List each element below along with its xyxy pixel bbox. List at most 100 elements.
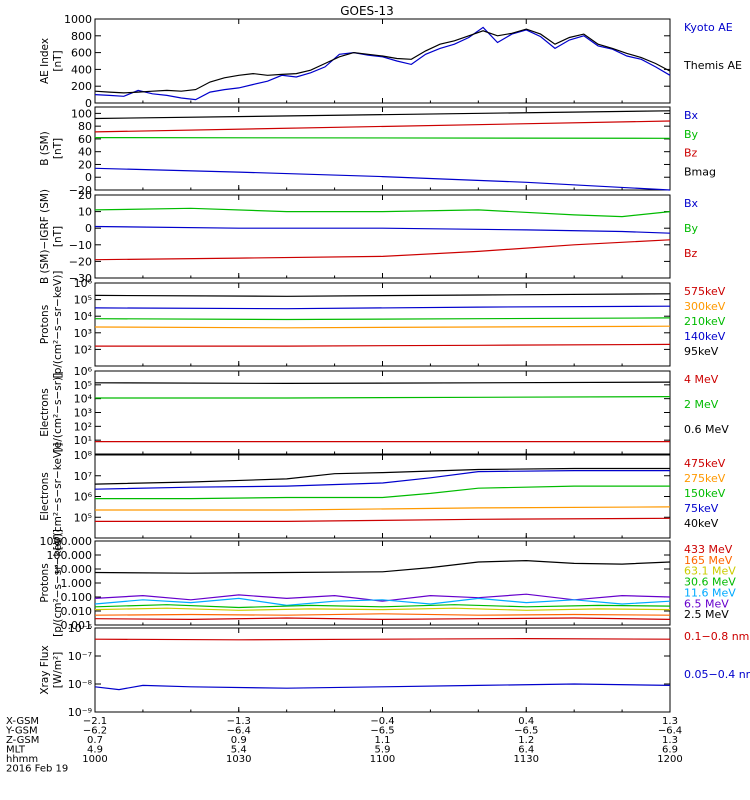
- y-axis-label: Protons: [39, 305, 51, 344]
- ephemeris-value: 0.9: [231, 735, 247, 746]
- ephemeris-value: −6.4: [227, 726, 251, 737]
- figure-title: GOES-13: [340, 4, 394, 18]
- legend-entry-300kev: 300keV: [684, 300, 726, 313]
- y-tick-label: −20: [69, 184, 92, 197]
- y-tick-label: 10⁶: [74, 491, 93, 504]
- ephemeris-value: 4.9: [87, 745, 103, 756]
- y-tick-label: 10²: [74, 343, 92, 356]
- ephemeris-value: 6.9: [662, 745, 678, 756]
- series-line-475kev: [95, 517, 671, 523]
- legend-entry-2-5-mev: 2.5 MeV: [684, 608, 729, 621]
- series-line-300kev: [94, 325, 671, 329]
- y-tick-label: 10⁷: [74, 470, 92, 483]
- y-tick-label: 600: [71, 47, 92, 60]
- ephemeris-row-label: hhmm: [6, 754, 38, 765]
- legend-entry-210kev: 210keV: [684, 315, 726, 328]
- series-line-bx: [94, 225, 671, 234]
- legend-entry-575kev: 575keV: [684, 285, 726, 298]
- y-tick-label: 0: [85, 171, 92, 184]
- series-line-165-mev: [94, 613, 671, 616]
- legend-entry-kyoto-ae: Kyoto AE: [684, 21, 733, 34]
- y-tick-label: 10²: [74, 420, 92, 433]
- ephemeris-row-label: Z-GSM: [6, 735, 39, 746]
- legend-entry-0-6-mev: 0.6 MeV: [684, 423, 729, 436]
- y-tick-label: 10⁵: [74, 511, 92, 524]
- legend-entry-30-6-mev: 30.6 MeV: [684, 576, 736, 589]
- legend-entry-275kev: 275keV: [684, 472, 726, 485]
- y-axis-label-units: [W/m²]: [52, 652, 64, 689]
- panel-frame: [94, 194, 671, 279]
- legend-entry-0-1-0-8-nm: 0.1−0.8 nm: [684, 630, 749, 643]
- series-line-63-1-mev: [94, 607, 671, 611]
- legend-entry-11-6-mev: 11.6 MeV: [684, 586, 736, 599]
- y-tick-label: 0: [85, 222, 92, 235]
- y-tick-label: 10⁻⁸: [68, 678, 93, 691]
- legend-entry-140kev: 140keV: [684, 330, 726, 343]
- series-line-0-05-0-4-nm: [94, 683, 671, 691]
- legend-entry-475kev: 475keV: [684, 457, 726, 470]
- legend-entry-75kev: 75keV: [684, 502, 719, 515]
- legend-entry-bx: Bx: [684, 197, 699, 210]
- series-line-2-mev: [95, 396, 671, 399]
- series-line-40kev: [94, 467, 670, 485]
- ephemeris-row-label: X-GSM: [6, 716, 39, 727]
- y-tick-label: 10¹: [74, 434, 92, 447]
- series-line-433-mev: [94, 617, 671, 621]
- legend-entry-165-mev: 165 MeV: [684, 554, 733, 567]
- series-line-by: [94, 207, 671, 218]
- y-tick-label: 10⁻⁶: [68, 622, 93, 635]
- y-axis-label-units: [p/(cm²−s−sr−keV)]: [52, 529, 64, 637]
- y-tick-label: 10⁶: [74, 277, 93, 290]
- series-line-11-6-mev: [94, 597, 671, 607]
- y-tick-label: 60: [78, 133, 92, 146]
- y-tick-label: 1000.000: [40, 535, 93, 548]
- y-tick-label: 1.000: [61, 577, 93, 590]
- y-tick-label: −20: [69, 255, 92, 268]
- panel-frame: [94, 540, 671, 626]
- y-tick-label: 20: [78, 189, 92, 202]
- panel-frame: [94, 18, 671, 104]
- legend-entry-40kev: 40keV: [684, 517, 719, 530]
- ephemeris-value: 1130: [514, 754, 539, 765]
- y-tick-label: 800: [71, 30, 92, 43]
- y-tick-label: 0: [85, 97, 92, 110]
- legend-entry-6-5-mev: 6.5 MeV: [684, 597, 729, 610]
- panel-frame: [94, 106, 671, 191]
- y-tick-label: 20: [78, 158, 92, 171]
- series-line-bx: [94, 167, 671, 191]
- series-line-95kev: [94, 293, 671, 297]
- series-line-kyoto-ae: [94, 26, 671, 101]
- panel-frame: [94, 454, 671, 539]
- y-tick-label: 10³: [74, 407, 92, 420]
- panel-xray: 10⁻⁹ 10⁻⁸ 10⁻⁷ 10⁻⁶ Xray Flux [W/m²] 0.1−0.8 n…: [39, 622, 750, 719]
- series-line-bz: [94, 239, 671, 261]
- ephemeris-value: −2.1: [83, 716, 107, 727]
- series-line-themis-ae: [94, 28, 671, 94]
- y-axis-label: Protons: [39, 563, 51, 602]
- ephemeris-value: 5.4: [231, 745, 247, 756]
- legend-entry-bz: Bz: [684, 247, 698, 260]
- ephemeris-value: 1.3: [662, 735, 678, 746]
- y-tick-label: 10⁴: [74, 393, 93, 406]
- panel-elec2: 10⁵ 10⁶ 10⁷ 10⁸ Electrons [e/(cm²−s−sr−keV)] 4…: [39, 443, 726, 551]
- series-line-150kev: [95, 485, 670, 500]
- panel-bres: −30 −20 −10 0 10 20 B (SM)−IGRF (SM) [nT] Bx By Bz: [39, 189, 699, 285]
- ephemeris-value: 1100: [370, 754, 395, 765]
- time-axis-table: X-GSM −2.1 −1.3 −0.4 0.4 1.3 Y-GSM −6.2 −6.4 −6.5…: [5, 716, 683, 775]
- panel-prot1: 10² 10³ 10⁴ 10⁵ 10⁶ Protons [p/(cm²−s−sr−keV)]…: [39, 271, 726, 379]
- y-axis-label-units: [nT]: [52, 138, 64, 159]
- legend-entry-4-mev: 4 MeV: [684, 373, 719, 386]
- legend-entry-bx: Bx: [684, 109, 699, 122]
- ephemeris-value: 5.9: [375, 745, 391, 756]
- series-line-140kev: [94, 305, 671, 310]
- legend-entry-63-1-mev: 63.1 MeV: [684, 565, 736, 578]
- y-tick-label: 10⁶: [74, 365, 93, 378]
- y-tick-label: 10³: [74, 327, 92, 340]
- ephemeris-value: −6.5: [514, 726, 538, 737]
- y-tick-label: 10.000: [54, 563, 93, 576]
- y-tick-label: 100: [71, 107, 92, 120]
- y-tick-label: 10⁸: [74, 449, 93, 462]
- ephemeris-value: 0.4: [518, 716, 534, 727]
